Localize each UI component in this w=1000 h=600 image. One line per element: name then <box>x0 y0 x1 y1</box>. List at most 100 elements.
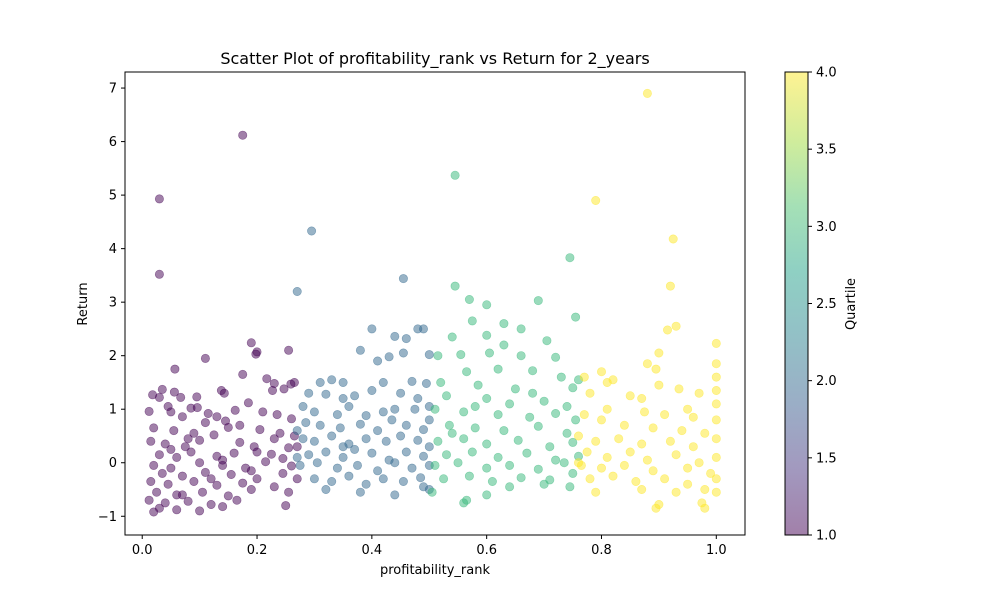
data-point-q2 <box>424 415 434 425</box>
data-point-q1 <box>275 428 285 438</box>
data-point-q4 <box>631 476 641 486</box>
y-tick-label: 3 <box>109 296 117 311</box>
data-point-q4 <box>711 372 721 382</box>
data-point-q4 <box>671 487 681 497</box>
data-point-q1 <box>286 461 296 471</box>
data-point-q4 <box>654 348 664 358</box>
data-point-q3 <box>513 435 523 445</box>
data-point-q1 <box>172 505 182 515</box>
data-point-q2 <box>416 473 426 483</box>
data-point-q1 <box>154 450 164 460</box>
data-point-q3 <box>571 312 581 322</box>
data-point-q1 <box>183 496 193 506</box>
data-point-q2 <box>418 425 428 435</box>
y-tick-label: −1 <box>98 510 117 525</box>
x-tick-label: 1.0 <box>706 543 727 558</box>
data-point-q2 <box>295 460 305 470</box>
data-point-q1 <box>163 479 173 489</box>
scatter-points <box>144 88 721 517</box>
data-point-q3 <box>510 384 520 394</box>
data-point-q4 <box>711 399 721 409</box>
data-point-q3 <box>464 294 474 304</box>
data-point-q2 <box>344 471 354 481</box>
data-point-q3 <box>462 367 472 377</box>
data-point-q4 <box>700 428 710 438</box>
data-point-q4 <box>671 450 681 460</box>
data-point-q4 <box>711 359 721 369</box>
data-point-q1 <box>281 501 291 511</box>
data-point-q1 <box>200 467 210 477</box>
data-point-q1 <box>238 478 248 488</box>
data-point-q3 <box>516 324 526 334</box>
data-point-q1 <box>198 487 208 497</box>
data-point-q1 <box>144 495 154 505</box>
y-tick-label: 7 <box>109 82 117 97</box>
data-point-q4 <box>602 452 612 462</box>
data-point-q1 <box>195 435 205 445</box>
data-point-q4 <box>637 393 647 403</box>
data-point-q3 <box>441 391 451 401</box>
data-point-q4 <box>642 359 652 369</box>
data-point-q2 <box>350 391 360 401</box>
data-point-q3 <box>470 423 480 433</box>
data-point-q1 <box>218 502 228 512</box>
data-point-q1 <box>189 428 199 438</box>
data-point-q1 <box>219 388 229 398</box>
data-point-q4 <box>683 463 693 473</box>
data-point-q3 <box>459 407 469 417</box>
data-point-q3 <box>565 253 575 263</box>
y-axis-label: Return <box>76 282 91 325</box>
data-point-q4 <box>596 463 606 473</box>
data-point-q4 <box>665 436 675 446</box>
data-point-q2 <box>292 452 302 462</box>
data-point-q2 <box>387 415 397 425</box>
data-point-q2 <box>315 420 325 430</box>
data-point-q2 <box>398 348 408 358</box>
data-point-q1 <box>154 194 164 204</box>
data-point-q4 <box>665 281 675 291</box>
colorbar-label: Quartile <box>844 278 859 330</box>
data-point-q1 <box>232 495 242 505</box>
data-point-q3 <box>447 332 457 342</box>
data-point-q4 <box>582 447 592 457</box>
data-point-q3 <box>439 474 449 484</box>
data-point-q2 <box>390 331 400 341</box>
data-point-q4 <box>579 372 589 382</box>
data-point-q3 <box>482 330 492 340</box>
data-point-q4 <box>591 487 601 497</box>
data-point-q3 <box>565 482 575 492</box>
data-point-q2 <box>413 435 423 445</box>
data-point-q3 <box>551 408 561 418</box>
data-point-q4 <box>619 420 629 430</box>
data-point-q1 <box>258 407 268 417</box>
data-point-q3 <box>453 458 463 468</box>
data-point-q1 <box>166 407 176 417</box>
data-point-q4 <box>642 88 652 98</box>
data-point-q2 <box>373 466 383 476</box>
data-point-q1 <box>235 420 245 430</box>
data-point-q2 <box>367 324 377 334</box>
data-point-q2 <box>384 352 394 362</box>
data-point-q2 <box>424 350 434 360</box>
data-point-q1 <box>269 482 279 492</box>
data-point-q1 <box>255 425 265 435</box>
data-point-q1 <box>144 406 154 416</box>
data-point-q1 <box>146 436 156 446</box>
colorbar-tick-label: 3.5 <box>816 143 837 158</box>
data-point-q2 <box>424 442 434 452</box>
data-point-q3 <box>505 399 515 409</box>
data-point-q2 <box>315 377 325 387</box>
data-point-q3 <box>568 468 578 478</box>
data-point-q2 <box>338 393 348 403</box>
data-point-q4 <box>694 388 704 398</box>
data-point-q1 <box>209 430 219 440</box>
data-point-q2 <box>407 463 417 473</box>
data-point-q4 <box>674 384 684 394</box>
data-point-q4 <box>688 442 698 452</box>
data-point-q1 <box>223 422 233 432</box>
data-point-q1 <box>262 374 272 384</box>
data-point-q1 <box>284 345 294 355</box>
data-point-q3 <box>433 351 443 361</box>
